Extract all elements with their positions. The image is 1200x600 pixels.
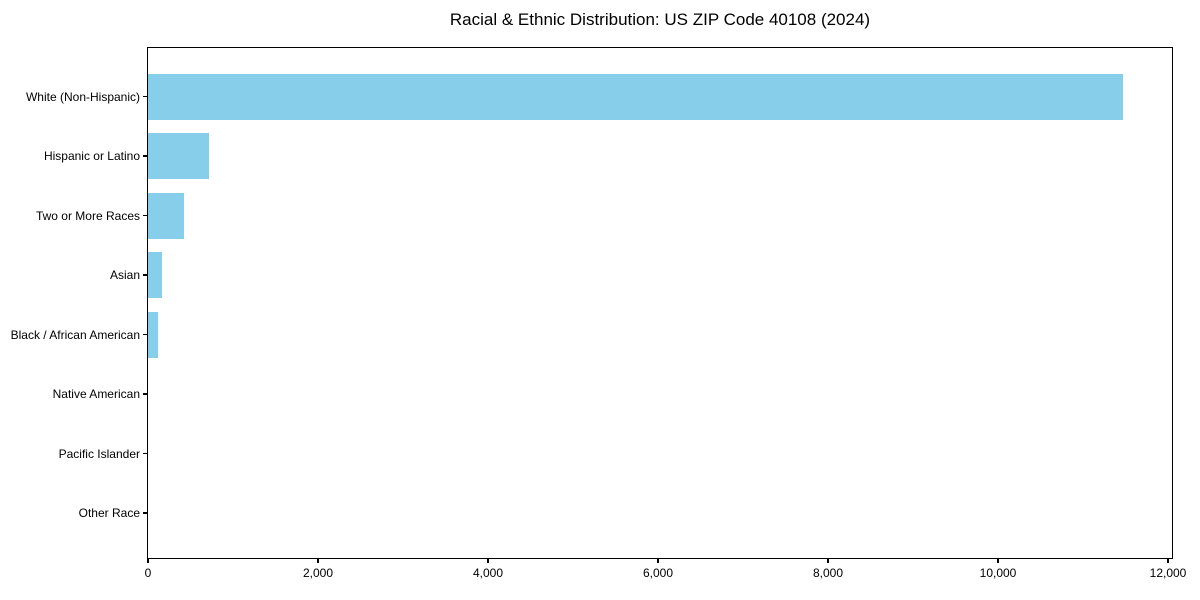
y-tick-label-two-or-more-races: Two or More Races xyxy=(35,208,140,223)
bar-black-african-american xyxy=(148,311,158,358)
x-tick-label-4000: 4,000 xyxy=(472,566,504,580)
x-tick-mark xyxy=(827,558,829,563)
y-tick-mark xyxy=(143,512,148,514)
bar-asian xyxy=(148,252,162,298)
x-tick-mark xyxy=(147,558,149,563)
bar-hispanic-or-latino xyxy=(148,133,210,179)
y-tick-mark xyxy=(143,155,148,157)
y-tick-label-white-non-hispanic: White (Non-Hispanic) xyxy=(25,89,140,104)
x-tick-label-6000: 6,000 xyxy=(642,566,674,580)
x-tick-mark xyxy=(997,558,999,563)
x-tick-mark xyxy=(317,558,319,563)
plot-area xyxy=(147,47,1173,559)
y-tick-label-pacific-islander: Pacific Islander xyxy=(58,446,140,461)
y-tick-label-hispanic-or-latino: Hispanic or Latino xyxy=(43,149,140,163)
x-tick-label-12000: 12,000 xyxy=(1149,566,1187,580)
y-tick-mark xyxy=(143,452,148,455)
x-tick-label-10000: 10,000 xyxy=(979,566,1017,580)
x-tick-label-8000: 8,000 xyxy=(812,566,844,580)
bar-white-non-hispanic xyxy=(148,73,1123,120)
y-tick-label-native-american: Native American xyxy=(52,387,140,401)
y-tick-mark xyxy=(143,95,148,98)
y-tick-label-black-african-american: Black / African American xyxy=(10,327,140,342)
y-tick-mark xyxy=(143,393,148,395)
y-tick-label-asian: Asian xyxy=(109,268,140,282)
y-tick-mark xyxy=(143,274,148,276)
bar-two-or-more-races xyxy=(148,192,184,239)
x-tick-mark xyxy=(657,558,659,563)
x-tick-label-0: 0 xyxy=(144,566,152,580)
x-tick-mark xyxy=(487,558,489,563)
x-tick-mark xyxy=(1167,558,1169,563)
y-tick-label-other-race: Other Race xyxy=(78,506,140,520)
y-tick-mark xyxy=(143,214,148,217)
chart-title: Racial & Ethnic Distribution: US ZIP Cod… xyxy=(449,10,871,29)
x-tick-label-2000: 2,000 xyxy=(302,566,334,580)
y-tick-mark xyxy=(143,333,148,336)
